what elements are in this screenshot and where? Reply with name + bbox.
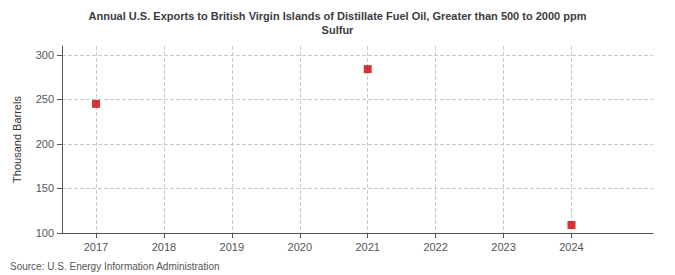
svg-text:Source: U.S. Energy Informatio: Source: U.S. Energy Information Administ… [10, 261, 220, 272]
svg-text:Sulfur: Sulfur [322, 24, 354, 36]
svg-text:2018: 2018 [152, 241, 176, 253]
svg-text:2019: 2019 [220, 241, 244, 253]
svg-text:2024: 2024 [559, 241, 583, 253]
svg-text:250: 250 [36, 93, 54, 105]
svg-text:2022: 2022 [423, 241, 447, 253]
svg-text:300: 300 [36, 49, 54, 61]
svg-text:200: 200 [36, 138, 54, 150]
svg-text:150: 150 [36, 182, 54, 194]
svg-text:Thousand Barrels: Thousand Barrels [11, 96, 23, 183]
svg-text:2021: 2021 [355, 241, 379, 253]
svg-text:Annual U.S. Exports to British: Annual U.S. Exports to British Virgin Is… [89, 10, 587, 22]
svg-text:2017: 2017 [84, 241, 108, 253]
svg-text:2020: 2020 [288, 241, 312, 253]
svg-text:2023: 2023 [491, 241, 515, 253]
svg-text:100: 100 [36, 227, 54, 239]
